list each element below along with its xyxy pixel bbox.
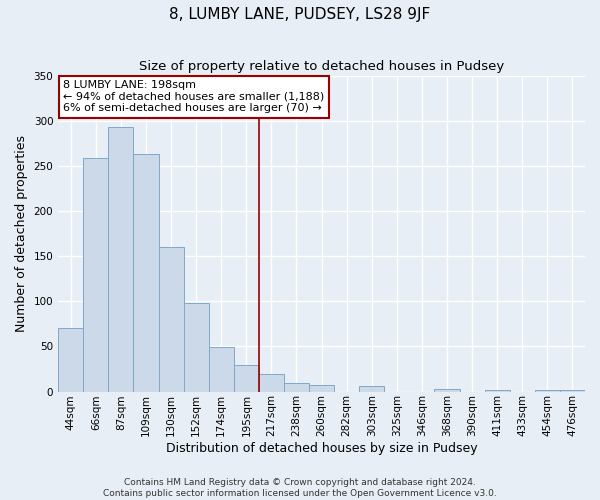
Bar [158,247,184,392]
Bar [284,382,309,392]
Text: Contains HM Land Registry data © Crown copyright and database right 2024.
Contai: Contains HM Land Registry data © Crown c… [103,478,497,498]
Bar [434,389,460,392]
Bar [234,366,259,392]
Y-axis label: Number of detached properties: Number of detached properties [15,135,28,332]
Text: 8 LUMBY LANE: 198sqm
← 94% of detached houses are smaller (1,188)
6% of semi-det: 8 LUMBY LANE: 198sqm ← 94% of detached h… [64,80,325,114]
Bar [109,127,133,392]
Bar [83,158,109,392]
Bar [359,386,385,392]
Bar [485,390,510,392]
Bar [184,303,209,392]
Bar [133,154,158,392]
Bar [259,374,284,392]
Bar [535,390,560,392]
Bar [58,328,83,392]
Bar [309,385,334,392]
Text: 8, LUMBY LANE, PUDSEY, LS28 9JF: 8, LUMBY LANE, PUDSEY, LS28 9JF [169,8,431,22]
Title: Size of property relative to detached houses in Pudsey: Size of property relative to detached ho… [139,60,504,73]
X-axis label: Distribution of detached houses by size in Pudsey: Distribution of detached houses by size … [166,442,478,455]
Bar [560,390,585,392]
Bar [209,348,234,392]
